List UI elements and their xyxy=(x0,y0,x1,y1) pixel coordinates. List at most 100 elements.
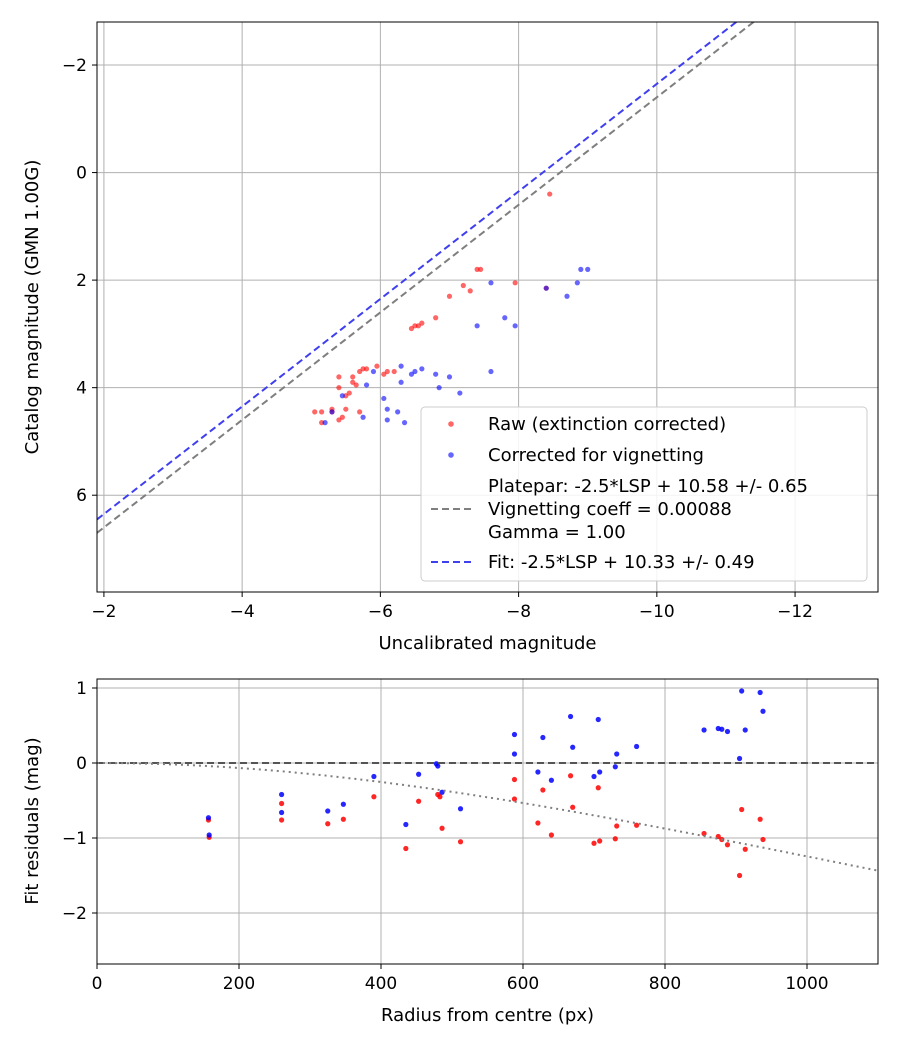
bottom-point-raw xyxy=(760,836,766,843)
bottom-x-tick-label: 1000 xyxy=(785,974,828,994)
bottom-point-raw xyxy=(757,816,763,822)
bottom-point-corrected xyxy=(742,727,748,733)
bottom-point-corrected xyxy=(435,763,441,769)
top-point-corrected xyxy=(502,315,508,321)
top-point-corrected xyxy=(474,323,480,329)
top-point-corrected xyxy=(398,379,404,385)
top-point-corrected xyxy=(381,395,387,402)
bottom-point-corrected xyxy=(457,806,464,812)
bottom-point-raw xyxy=(511,776,518,783)
bottom-y-tick-label: 1 xyxy=(76,679,87,699)
top-point-raw xyxy=(391,368,397,375)
top-point-raw xyxy=(419,320,425,326)
bottom-point-corrected xyxy=(570,744,576,750)
bottom-point-raw xyxy=(634,822,640,828)
bottom-point-corrected xyxy=(439,789,445,795)
top-point-corrected xyxy=(578,266,584,272)
top-point-raw xyxy=(353,382,359,388)
top-y-tick-label: −2 xyxy=(62,56,87,76)
bottom-point-corrected xyxy=(612,764,618,770)
top-ticks: −2 −4 −6 −8 −10 −12 −2 0 2 4 6 xyxy=(62,56,813,622)
top-x-tick-label: −10 xyxy=(639,602,675,622)
bottom-point-raw xyxy=(535,820,541,826)
bottom-point-corrected xyxy=(206,832,212,838)
top-plot-area xyxy=(97,22,756,534)
top-point-raw xyxy=(350,374,356,380)
bottom-point-corrected xyxy=(724,728,731,735)
top-point-corrected xyxy=(585,266,591,272)
bottom-y-axis-label: Fit residuals (mag) xyxy=(22,737,43,904)
top-point-corrected xyxy=(512,323,518,329)
top-y-tick-label: 2 xyxy=(76,271,87,291)
bottom-point-corrected xyxy=(540,734,546,741)
bottom-x-tick-label: 800 xyxy=(649,974,681,994)
bottom-point-raw xyxy=(439,825,445,831)
top-point-corrected xyxy=(384,406,390,412)
bottom-y-tick-label: 0 xyxy=(76,754,87,774)
bottom-point-raw xyxy=(591,840,597,846)
bottom-point-raw xyxy=(279,800,285,807)
top-x-tick-label: −8 xyxy=(506,602,531,622)
bottom-point-corrected xyxy=(205,815,212,821)
bottom-chart: 0 200 400 600 800 1000 −2 −1 0 1 Radius from cent… xyxy=(22,678,879,1026)
top-point-raw xyxy=(460,282,466,289)
bottom-point-raw xyxy=(597,838,603,844)
bottom-point-raw xyxy=(736,872,743,879)
top-point-raw xyxy=(477,266,484,272)
bottom-point-corrected xyxy=(340,801,346,807)
bottom-point-raw xyxy=(614,823,620,829)
top-x-tick-label: −2 xyxy=(91,602,116,622)
bottom-point-corrected xyxy=(279,809,285,816)
bottom-x-tick-label: 0 xyxy=(92,974,103,994)
bottom-point-raw xyxy=(612,836,618,842)
legend-label-corrected: Corrected for vignetting xyxy=(488,445,704,466)
top-point-raw xyxy=(363,366,370,372)
top-x-axis-label: Uncalibrated magnitude xyxy=(378,633,596,654)
bottom-point-corrected xyxy=(597,769,603,775)
bottom-point-raw xyxy=(595,785,601,791)
top-x-tick-label: −6 xyxy=(368,602,393,622)
bottom-point-corrected xyxy=(403,821,409,828)
bottom-ticks: 0 200 400 600 800 1000 −2 −1 0 1 xyxy=(62,679,829,994)
top-point-corrected xyxy=(488,368,494,375)
bottom-point-corrected xyxy=(371,773,377,780)
bottom-point-raw xyxy=(724,842,731,848)
top-point-corrected xyxy=(395,409,401,415)
bottom-point-corrected xyxy=(614,751,620,757)
bottom-point-corrected xyxy=(701,727,707,733)
bottom-point-raw xyxy=(457,839,464,845)
top-point-corrected xyxy=(543,285,549,291)
top-point-corrected xyxy=(360,414,366,420)
bottom-point-raw xyxy=(742,846,748,852)
bottom-point-raw xyxy=(548,832,555,838)
legend-label-raw: Raw (extinction corrected) xyxy=(488,414,726,435)
bottom-point-corrected xyxy=(567,713,574,720)
top-point-raw xyxy=(312,409,318,415)
bottom-y-tick-label: −2 xyxy=(62,904,87,924)
top-point-corrected xyxy=(574,280,580,286)
top-point-raw xyxy=(433,315,439,321)
bottom-point-corrected xyxy=(591,773,597,780)
top-point-corrected xyxy=(370,368,377,375)
top-point-corrected xyxy=(412,368,418,375)
top-point-raw xyxy=(357,409,363,415)
bottom-x-tick-label: 600 xyxy=(507,974,539,994)
bottom-axes-frame xyxy=(96,678,879,965)
bottom-point-raw xyxy=(403,845,409,852)
top-point-raw xyxy=(547,191,553,197)
bottom-point-raw xyxy=(540,787,546,793)
top-point-corrected xyxy=(436,385,442,391)
top-point-raw xyxy=(384,368,390,375)
bottom-point-raw xyxy=(570,804,576,810)
top-point-raw xyxy=(346,390,352,396)
top-point-corrected xyxy=(488,280,494,286)
bottom-point-raw xyxy=(567,773,574,779)
legend-marker-corrected xyxy=(448,452,454,458)
top-point-raw xyxy=(339,414,345,420)
top-point-corrected xyxy=(433,371,439,377)
bottom-point-corrected xyxy=(595,716,601,723)
legend-label-platepar: Platepar: -2.5*LSP + 10.58 +/- 0.65 Vigne… xyxy=(488,476,808,543)
bottom-point-raw xyxy=(325,821,331,827)
top-point-raw xyxy=(374,363,380,369)
top-x-tick-label: −12 xyxy=(777,602,813,622)
